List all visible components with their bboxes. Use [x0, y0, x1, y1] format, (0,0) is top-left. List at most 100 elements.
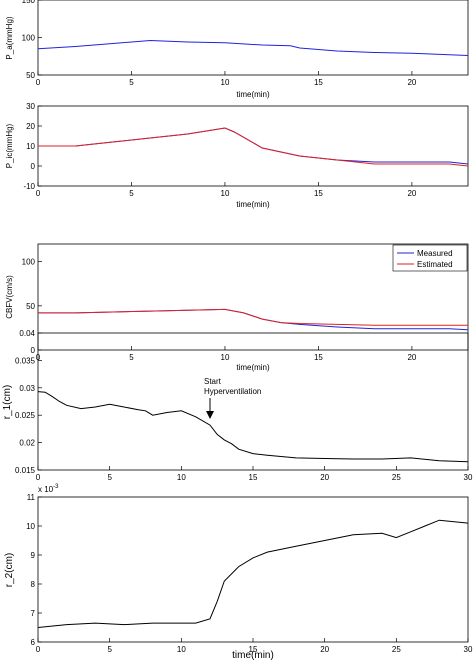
- y-tick-label: 0: [31, 346, 36, 355]
- y-tick-label: 8: [31, 580, 36, 589]
- plot-frame: [37, 243, 469, 351]
- y-axis-label: r_1(cm): [2, 385, 13, 419]
- y-tick-label: 11: [27, 493, 36, 502]
- y-tick-label: 50: [26, 71, 35, 80]
- series-group: [37, 391, 469, 463]
- series-group: [37, 519, 469, 628]
- y-axis-exponent: x 10-3: [38, 484, 59, 494]
- y-tick-label: 30: [26, 102, 35, 111]
- x-tick-label: 10: [221, 189, 230, 198]
- y-tick-label: 0.035: [15, 356, 36, 365]
- y-tick-label: 0.04: [19, 329, 35, 338]
- y-ticks: 0.015 0.02 0.025 0.03 0.035 0.04: [15, 329, 42, 475]
- chart-panel-r1: 0.015 0.02 0.025 0.03 0.035 0.04 0 5 10 15 20 25 30…: [2, 329, 473, 482]
- plot-frame: [37, 496, 469, 643]
- x-tick-label: 15: [314, 78, 323, 87]
- x-tick-label: 15: [249, 473, 258, 482]
- y-tick-label: 0.03: [19, 384, 35, 393]
- series-line-0: [37, 519, 469, 628]
- x-tick-label: 15: [249, 645, 258, 654]
- plot-frame: [37, 0, 469, 76]
- x-tick-label: 30: [464, 473, 473, 482]
- y-tick-label: 50: [26, 302, 35, 311]
- y-tick-label: 7: [31, 609, 36, 618]
- x-tick-label: 20: [407, 78, 416, 87]
- y-ticks: 50 100 150: [22, 0, 42, 80]
- y-axis-label: CBFV(cm/s): [5, 275, 14, 319]
- annotation-start-hyperventilation: Start Hyperventilation: [204, 377, 261, 419]
- x-tick-label: 25: [392, 645, 401, 654]
- y-tick-label: 20: [26, 122, 35, 131]
- series-line-0: [38, 127, 469, 165]
- annotation-text-line-2: Hyperventilation: [204, 387, 261, 396]
- x-tick-label: 0: [36, 473, 41, 482]
- x-ticks: 0 5 10 15 20: [36, 182, 417, 198]
- x-tick-label: 20: [320, 473, 329, 482]
- chart-panel-cbfv: 0 50 100 0 5 10 15 20 Measured Estimated CBFV(…: [5, 243, 469, 372]
- x-ticks: 0 5 10 15 20 25 30: [36, 638, 473, 654]
- legend-entry-estimated: Estimated: [417, 260, 453, 269]
- y-tick-label: 0.02: [19, 439, 35, 448]
- x-ticks: 0 5 10 15 20 25 30: [36, 466, 473, 482]
- x-axis-label: time(min): [236, 200, 270, 209]
- y-tick-label: 6: [31, 638, 36, 647]
- x-tick-label: 20: [407, 189, 416, 198]
- y-axis-label: r_2(cm): [4, 553, 15, 587]
- x-tick-label: 5: [107, 645, 112, 654]
- x-tick-label: 20: [407, 353, 416, 362]
- y-tick-label: 100: [22, 258, 36, 267]
- legend: Measured Estimated: [392, 244, 468, 272]
- x-ticks: 0 5 10 15 20: [36, 346, 417, 362]
- series-line-0: [37, 391, 469, 463]
- y-axis-label: P_a(mmHg): [5, 16, 14, 59]
- y-tick-label: -10: [23, 182, 35, 191]
- x-tick-label: 25: [392, 473, 401, 482]
- y-ticks: 0 50 100: [22, 258, 42, 355]
- y-tick-label: 0.025: [15, 411, 36, 420]
- legend-box: [392, 244, 468, 272]
- series-line-1: [38, 308, 468, 326]
- x-axis-label: time(min): [236, 363, 270, 372]
- x-tick-label: 10: [177, 473, 186, 482]
- series-line-0: [37, 39, 469, 56]
- series-group: [38, 127, 469, 167]
- x-tick-label: 15: [314, 189, 323, 198]
- chart-panel-r2: 6 7 8 9 10 11 0 5 10 15 20 25 30 x 10-3 r_2(cm) tim…: [4, 484, 473, 660]
- x-tick-label: 30: [464, 645, 473, 654]
- y-tick-label: 0.015: [15, 466, 36, 475]
- x-axis-label: time(min): [232, 650, 274, 660]
- x-tick-label: 10: [221, 78, 230, 87]
- x-tick-label: 15: [314, 353, 323, 362]
- y-tick-label: 10: [26, 142, 35, 151]
- plot-frame: [37, 332, 469, 471]
- x-tick-label: 5: [129, 78, 134, 87]
- x-tick-label: 0: [36, 78, 41, 87]
- series-group: [37, 39, 469, 56]
- y-tick-label: 9: [31, 551, 36, 560]
- y-ticks: 6 7 8 9 10 11: [26, 493, 42, 647]
- x-tick-label: 0: [36, 645, 41, 654]
- x-ticks: 0 5 10 15 20: [36, 71, 417, 87]
- x-tick-label: 20: [320, 645, 329, 654]
- legend-entry-measured: Measured: [417, 249, 453, 258]
- y-tick-label: 100: [22, 34, 36, 43]
- x-tick-label: 5: [107, 473, 112, 482]
- x-tick-label: 10: [177, 645, 186, 654]
- series-group: [38, 308, 469, 331]
- plot-frame: [37, 105, 469, 187]
- y-tick-label: 0: [31, 162, 36, 171]
- x-tick-label: 5: [129, 353, 134, 362]
- chart-panel-pa: 50 100 150 0 5 10 15 20 P_a(mmHg) time(min): [5, 0, 469, 99]
- y-tick-label: 10: [26, 522, 35, 531]
- annotation-text-line-1: Start: [204, 377, 222, 386]
- y-axis-label: P_ic(mmHg): [5, 123, 14, 168]
- annotation-arrow-head: [206, 411, 214, 419]
- y-tick-label: 150: [22, 0, 36, 5]
- series-line-1: [38, 127, 469, 167]
- x-axis-label: time(min): [236, 90, 270, 99]
- x-tick-label: 10: [221, 353, 230, 362]
- x-tick-label: 5: [129, 189, 134, 198]
- x-tick-label: 0: [36, 189, 41, 198]
